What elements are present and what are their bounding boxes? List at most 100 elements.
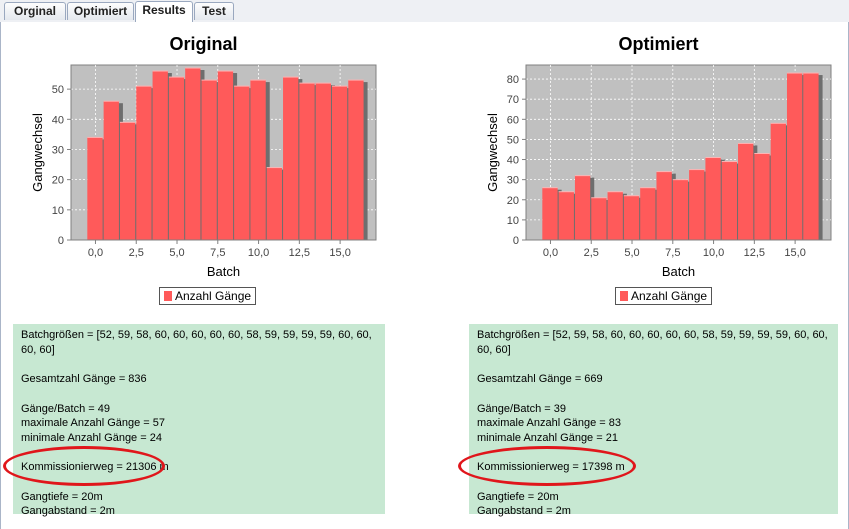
- x-tick-label: 0,0: [543, 247, 558, 259]
- y-axis-label: Gangwechsel: [485, 113, 500, 192]
- x-axis-label: Batch: [207, 264, 240, 279]
- aisle-depth: Gangtiefe = 20m: [477, 490, 559, 503]
- bar: [152, 71, 168, 240]
- tab-orginal[interactable]: Orginal: [4, 2, 66, 20]
- total-aisles: Gesamtzahl Gänge = 836: [21, 373, 147, 385]
- results-optimiert-text: Batchgrößen = [52, 59, 58, 60, 60, 60, 6…: [469, 324, 838, 517]
- tab-bar: Orginal Optimiert Results Test: [0, 0, 849, 23]
- bar: [185, 68, 201, 240]
- y-tick-label: 40: [52, 114, 64, 126]
- bar: [623, 195, 640, 240]
- bar: [283, 77, 299, 240]
- bar: [607, 191, 623, 240]
- bar: [315, 83, 331, 240]
- bar: [103, 101, 119, 240]
- bar: [640, 187, 656, 240]
- bar: [331, 86, 348, 240]
- bar: [574, 175, 591, 240]
- y-tick-label: 50: [52, 84, 64, 96]
- x-tick-label: 0,0: [88, 247, 103, 259]
- chart-optimiert: 0,0 2,5 5,0 7,5 10,0 12,5 15,0 0 10 20 30 40 50 60 70 8…: [485, 64, 832, 279]
- y-tick-label: 10: [507, 215, 519, 227]
- highlight-ellipse-optimiert: [458, 446, 636, 486]
- bar: [87, 137, 103, 240]
- y-tick-label: 30: [507, 175, 519, 187]
- x-tick-label: 2,5: [129, 247, 144, 259]
- tab-optimiert[interactable]: Optimiert: [67, 2, 134, 20]
- results-panel: Original 0,0 2,5 5,0 7,5 10,0 12,5 15,0 0 10 20 30…: [0, 22, 849, 529]
- batch-sizes: Batchgrößen = [52, 59, 58, 60, 60, 60, 6…: [21, 329, 372, 341]
- y-axis-label: Gangwechsel: [30, 113, 45, 192]
- bar: [234, 86, 250, 240]
- chart-original-legend: Anzahl Gänge: [159, 287, 257, 305]
- aisle-spacing: Gangabstand = 2m: [477, 505, 571, 517]
- bar: [299, 83, 315, 240]
- batch-sizes: Batchgrößen = [52, 59, 58, 60, 60, 60, 6…: [477, 329, 828, 341]
- y-tick-label: 50: [507, 134, 519, 146]
- max-aisles: maximale Anzahl Gänge = 57: [21, 417, 166, 429]
- legend-swatch: [164, 291, 172, 301]
- y-tick-label: 60: [507, 114, 519, 126]
- bar: [119, 122, 136, 240]
- min-aisles: minimale Anzahl Gänge = 24: [21, 431, 162, 444]
- y-tick-label: 20: [507, 195, 519, 207]
- x-tick-label: 10,0: [248, 247, 269, 259]
- tab-test[interactable]: Test: [194, 2, 234, 20]
- x-tick-label: 10,0: [703, 247, 724, 259]
- bar: [770, 123, 786, 240]
- bar: [689, 169, 705, 240]
- y-tick-label: 20: [52, 175, 64, 187]
- x-tick-label: 2,5: [584, 247, 599, 259]
- bar: [250, 80, 266, 240]
- bar: [754, 153, 770, 240]
- bar: [672, 179, 689, 240]
- bar: [348, 80, 364, 240]
- aisle-spacing: Gangabstand = 2m: [21, 505, 115, 517]
- y-tick-label: 40: [507, 155, 519, 167]
- aisles-per-batch: Gänge/Batch = 49: [21, 402, 110, 415]
- x-tick-label: 5,0: [624, 247, 639, 259]
- x-tick-label: 12,5: [289, 247, 310, 259]
- chart-optimiert-legend: Anzahl Gänge: [615, 287, 713, 305]
- bar: [803, 73, 819, 240]
- bar: [201, 80, 217, 240]
- y-tick-label: 30: [52, 144, 64, 156]
- x-tick-label: 15,0: [329, 247, 350, 259]
- legend-label: Anzahl Gänge: [175, 289, 252, 303]
- bar: [656, 171, 672, 240]
- bar: [558, 191, 574, 240]
- bar: [168, 77, 185, 240]
- x-tick-label: 7,5: [665, 247, 680, 259]
- x-tick-label: 7,5: [210, 247, 225, 259]
- bar: [542, 187, 558, 240]
- y-tick-label: 80: [507, 74, 519, 86]
- bar: [705, 157, 721, 240]
- bar: [738, 143, 754, 240]
- highlight-ellipse-original: [3, 446, 165, 486]
- aisles-per-batch: Gänge/Batch = 39: [477, 402, 566, 415]
- bar: [591, 197, 607, 240]
- y-tick-label: 0: [513, 235, 519, 247]
- legend-label: Anzahl Gänge: [631, 289, 708, 303]
- y-tick-label: 0: [58, 235, 64, 247]
- bar: [721, 161, 738, 240]
- max-aisles: maximale Anzahl Gänge = 83: [477, 417, 622, 429]
- chart-original-title: Original: [169, 34, 238, 54]
- x-tick-label: 15,0: [784, 247, 805, 259]
- aisle-depth: Gangtiefe = 20m: [21, 490, 103, 503]
- batch-sizes-continued: 60, 60]: [477, 343, 511, 356]
- tab-results[interactable]: Results: [135, 1, 193, 22]
- x-tick-label: 5,0: [169, 247, 184, 259]
- legend-swatch: [620, 291, 628, 301]
- min-aisles: minimale Anzahl Gänge = 21: [477, 431, 618, 444]
- x-tick-label: 12,5: [744, 247, 765, 259]
- y-tick-label: 10: [52, 205, 64, 217]
- bar: [786, 73, 803, 240]
- chart-optimiert-title: Optimiert: [618, 34, 699, 54]
- results-original-text: Batchgrößen = [52, 59, 58, 60, 60, 60, 6…: [13, 324, 385, 517]
- x-axis-label: Batch: [662, 264, 695, 279]
- total-aisles: Gesamtzahl Gänge = 669: [477, 373, 603, 385]
- batch-sizes-continued: 60, 60]: [21, 343, 55, 356]
- y-tick-label: 70: [507, 94, 519, 106]
- chart-original: 0,0 2,5 5,0 7,5 10,0 12,5 15,0 0 10 20 30 40 50 Batch…: [30, 64, 377, 279]
